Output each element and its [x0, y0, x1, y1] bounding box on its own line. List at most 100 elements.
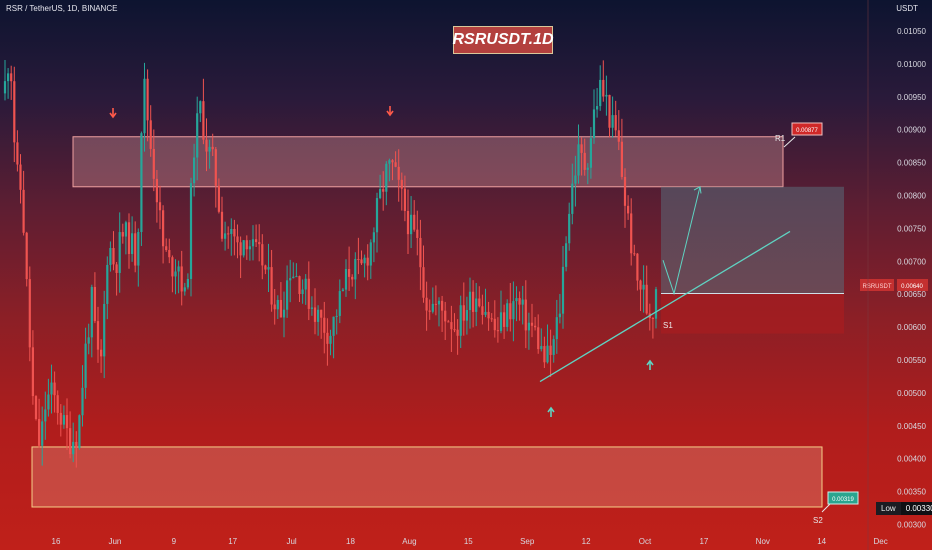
candle-body: [490, 318, 493, 320]
candle-body: [527, 322, 530, 331]
candle-body: [651, 317, 654, 319]
candle-body: [162, 210, 165, 247]
candle-body: [307, 278, 310, 309]
y-tick-label: 0.00400: [897, 455, 926, 464]
candle-body: [372, 232, 375, 243]
candle-body: [320, 309, 323, 318]
candle-body: [611, 115, 614, 128]
candle-body: [236, 236, 239, 243]
candle-body: [109, 247, 112, 265]
candle-body: [149, 120, 152, 149]
candle-body: [639, 280, 642, 290]
y-tick-label: 0.00450: [897, 422, 926, 431]
candle-body: [394, 162, 397, 167]
candle-body: [403, 188, 406, 211]
candle-body: [59, 412, 62, 425]
candle-body: [137, 232, 140, 266]
candle-body: [413, 214, 416, 230]
candle-body: [261, 244, 264, 266]
candle-body: [348, 269, 351, 277]
candle-body: [568, 213, 571, 244]
candle-body: [506, 303, 509, 327]
candle-body: [512, 301, 515, 320]
candle-body: [282, 309, 286, 318]
candle-body: [434, 303, 437, 305]
candle-body: [19, 164, 22, 190]
s1-label: S1: [663, 321, 673, 330]
candle-body: [56, 395, 59, 413]
candle-body: [193, 157, 196, 184]
x-tick-label: 17: [699, 537, 708, 546]
current-price-tag: [897, 279, 928, 291]
candle-body: [627, 205, 630, 214]
candle-body: [478, 298, 481, 307]
candle-body: [614, 115, 617, 131]
candle-body: [422, 267, 425, 298]
y-tick-label: 0.00900: [897, 126, 926, 135]
y-tick-label: 0.00300: [897, 521, 926, 530]
candle-body: [106, 264, 109, 304]
candle-body: [468, 291, 472, 311]
symbol-price-tag-text: RSRUSDT: [862, 284, 891, 290]
candle-body: [25, 232, 28, 280]
candle-body: [456, 329, 459, 336]
candle-body: [69, 428, 72, 455]
candle-body: [375, 198, 379, 233]
resistance-zone: [72, 136, 784, 188]
projection-arrow: [662, 186, 701, 296]
candle-body: [419, 237, 422, 268]
candle-body: [431, 303, 434, 312]
candle-body: [255, 239, 258, 243]
x-tick-label: 12: [582, 537, 591, 546]
y-tick-label: 0.00700: [897, 257, 926, 266]
target-profit-zone: [661, 186, 844, 294]
s2-badge: [827, 491, 859, 505]
low-label: Low: [876, 502, 901, 515]
candle-body: [84, 343, 87, 388]
candle-body: [608, 94, 611, 128]
x-tick-label: 17: [228, 537, 237, 546]
candle-body: [242, 240, 245, 256]
candle-body: [363, 257, 366, 264]
candle-body: [620, 141, 623, 177]
candle-body: [391, 160, 394, 163]
candle-body: [515, 298, 518, 302]
candle-body: [589, 138, 592, 168]
candle-body: [267, 267, 270, 270]
y-tick-label: 0.00850: [897, 159, 926, 168]
candle-body: [596, 106, 599, 110]
candle-body: [493, 318, 496, 331]
candle-body: [53, 382, 56, 396]
candle-body: [239, 242, 242, 256]
y-tick-label: 0.00350: [897, 488, 926, 497]
candle-body: [354, 258, 357, 280]
candle-body: [155, 178, 158, 203]
candle-body: [583, 152, 586, 170]
low-price-box: Low 0.00330: [876, 502, 932, 515]
candle-body: [561, 266, 565, 314]
candle-body: [344, 269, 348, 290]
candle-body: [617, 130, 620, 142]
candle-body: [38, 419, 41, 446]
candle-body: [208, 146, 211, 152]
candle-body: [87, 337, 90, 344]
candle-body: [425, 297, 428, 311]
candle-body: [47, 394, 50, 410]
candle-body: [124, 222, 127, 237]
candle-body: [248, 246, 251, 250]
candle-body: [487, 311, 490, 319]
candle-body: [543, 346, 546, 363]
candle-body: [558, 313, 561, 318]
candle-body: [217, 185, 220, 212]
candle-body: [366, 257, 369, 266]
y-tick-label: 0.00750: [897, 224, 926, 233]
candle-body: [118, 232, 121, 273]
x-tick-label: 16: [52, 537, 61, 546]
candle-body: [341, 289, 344, 292]
candle-body: [586, 167, 589, 170]
candle-body: [270, 267, 273, 305]
candle-body: [499, 312, 503, 332]
sell-signal-arrow-head: [386, 110, 394, 117]
